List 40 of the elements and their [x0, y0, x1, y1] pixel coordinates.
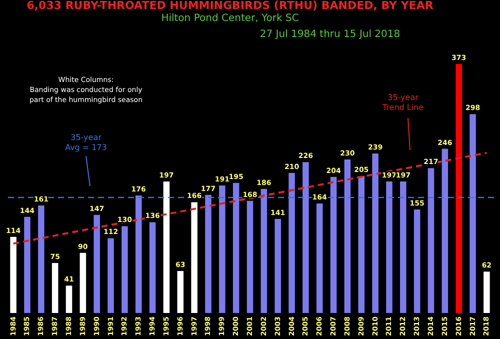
- bar: [428, 168, 434, 313]
- bar: [400, 182, 406, 313]
- chart-subtitle: Hilton Pond Center, York SC: [161, 13, 299, 24]
- bar: [484, 272, 490, 313]
- bar: [232, 182, 240, 313]
- bar: [442, 148, 448, 313]
- bar: [386, 182, 392, 313]
- bar: [108, 238, 114, 313]
- bar: [38, 206, 44, 313]
- bar: [52, 262, 58, 313]
- bar: [219, 186, 226, 313]
- text: 27 Jul 1984 thru 15 Jul 2018: [260, 29, 400, 40]
- bar: [246, 200, 254, 313]
- bar: [260, 188, 268, 313]
- bar: [302, 162, 309, 313]
- bar: [94, 214, 100, 313]
- bar: [330, 176, 337, 313]
- bar: [163, 182, 170, 313]
- bar: [316, 204, 323, 313]
- bar: [10, 236, 16, 313]
- bar: [135, 196, 142, 313]
- bar: [24, 216, 30, 313]
- bar: [344, 159, 351, 313]
- bar: [66, 286, 72, 313]
- bar: [122, 226, 128, 313]
- bar: [456, 64, 462, 313]
- bar: [274, 218, 281, 313]
- bar: [414, 210, 420, 313]
- bar: [80, 252, 86, 313]
- bar: [205, 194, 212, 313]
- bar: [191, 202, 198, 313]
- text: 35-year Trend Line: [381, 93, 424, 112]
- bar: [177, 270, 184, 313]
- bar: [372, 153, 378, 313]
- bar: [358, 176, 365, 313]
- chart-title: 6,033 RUBY-THROATED HUMMINGBIRDS (RTHU) BANDED, BY YEAR: [26, 0, 434, 12]
- bar: [288, 172, 295, 313]
- ref-line-label: 35-year Avg = 173: [65, 133, 107, 152]
- bar: [470, 114, 476, 313]
- bar: [149, 222, 156, 313]
